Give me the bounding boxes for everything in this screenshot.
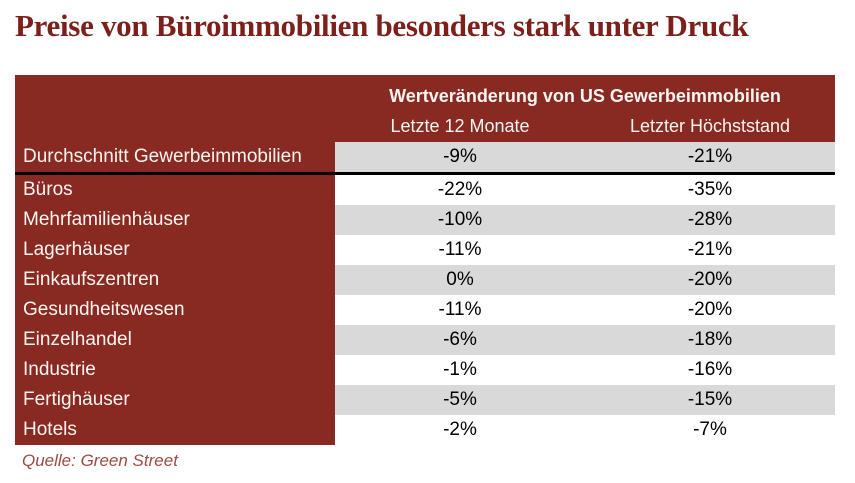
row-label: Industrie [15,355,335,385]
table-row: Mehrfamilienhäuser -10% -28% [15,205,835,235]
row-label: Einkaufszentren [15,265,335,295]
table-row: Einzelhandel -6% -18% [15,325,835,355]
table-body: Durchschnitt Gewerbeimmobilien -9% -21% Bür… [15,142,835,445]
table-row: Lagerhäuser -11% -21% [15,235,835,265]
column-header-row: Letzte 12 Monate Letzter Höchststand [335,116,835,136]
table-row: Hotels -2% -7% [15,415,835,445]
row-label: Lagerhäuser [15,235,335,265]
value-cell: -16% [585,355,835,385]
column-header-letzter-hoechststand: Letzter Höchststand [629,116,791,136]
value-cell: -5% [335,385,585,415]
table-row: Durchschnitt Gewerbeimmobilien -9% -21% [15,142,835,175]
row-label: Gesundheitswesen [15,295,335,325]
value-cell: -21% [585,235,835,265]
data-table: Wertveränderung von US Gewerbeimmobilien… [15,75,835,445]
page-title: Preise von Büroimmobilien besonders star… [15,8,749,43]
value-cell: -9% [335,142,585,172]
table-row: Büros -22% -35% [15,175,835,205]
value-cell: -11% [335,295,585,325]
value-cell: -7% [585,415,835,445]
value-cell: 0% [335,265,585,295]
value-cell: -21% [585,142,835,172]
row-label: Fertighäuser [15,385,335,415]
table-row: Industrie -1% -16% [15,355,835,385]
value-cell: -6% [335,325,585,355]
value-cell: -28% [585,205,835,235]
value-cell: -35% [585,175,835,205]
value-cell: -11% [335,235,585,265]
row-label: Hotels [15,415,335,445]
value-cell: -2% [335,415,585,445]
source-note: Quelle: Green Street [22,451,178,470]
row-label: Einzelhandel [15,325,335,355]
row-label: Büros [15,175,335,205]
table-header-title: Wertveränderung von US Gewerbeimmobilien [389,86,781,106]
table-row: Einkaufszentren 0% -20% [15,265,835,295]
value-cell: -20% [585,295,835,325]
table-row: Fertighäuser -5% -15% [15,385,835,415]
value-cell: -10% [335,205,585,235]
table-header: Wertveränderung von US Gewerbeimmobilien… [15,75,835,142]
value-cell: -20% [585,265,835,295]
row-label: Durchschnitt Gewerbeimmobilien [15,142,335,172]
row-label: Mehrfamilienhäuser [15,205,335,235]
value-cell: -18% [585,325,835,355]
value-cell: -1% [335,355,585,385]
column-header-letzte-12-monate: Letzte 12 Monate [390,116,530,136]
value-cell: -15% [585,385,835,415]
value-cell: -22% [335,175,585,205]
table-row: Gesundheitswesen -11% -20% [15,295,835,325]
